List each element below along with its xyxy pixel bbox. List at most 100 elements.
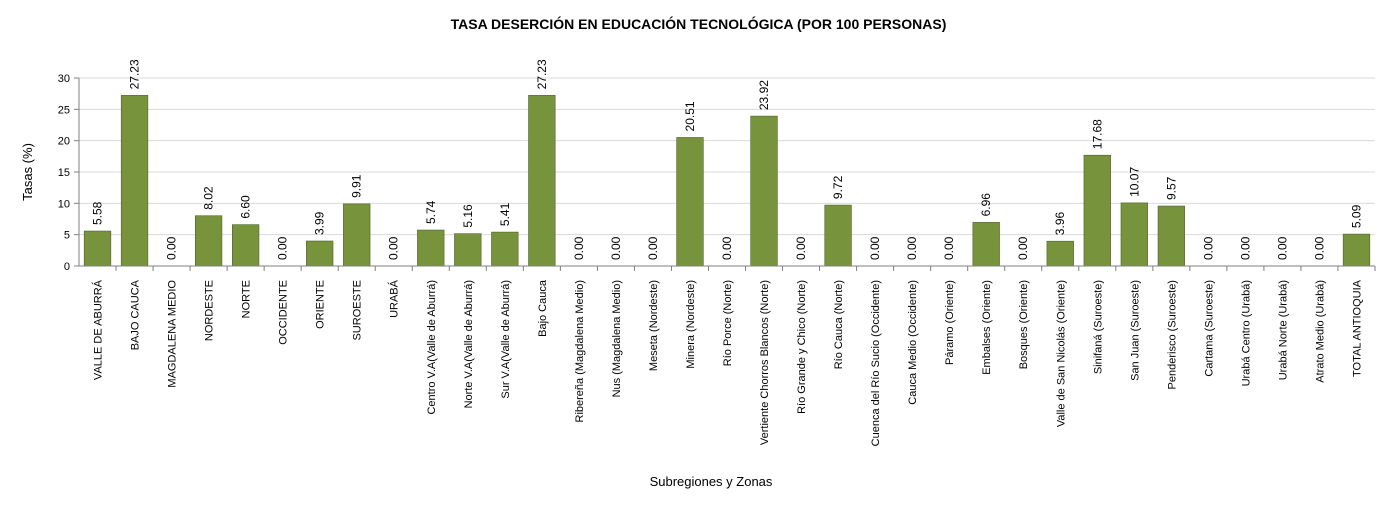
x-tick-label: Río Porce (Norte) bbox=[722, 280, 734, 366]
y-axis-title: Tasas (%) bbox=[20, 143, 35, 201]
bars bbox=[83, 95, 1371, 267]
x-tick-label: Minera (Nordeste) bbox=[685, 280, 697, 369]
bar bbox=[454, 233, 482, 267]
data-label: 0.00 bbox=[1016, 236, 1030, 260]
data-label: 0.00 bbox=[905, 236, 919, 260]
x-tick-label: Ribereña (Magdalena Medio) bbox=[574, 280, 586, 422]
bar bbox=[194, 215, 223, 267]
data-label: 5.41 bbox=[498, 202, 512, 226]
data-label: 6.96 bbox=[979, 193, 993, 217]
data-label: 27.23 bbox=[128, 59, 142, 89]
y-tick-label: 25 bbox=[58, 104, 70, 116]
bar bbox=[972, 222, 1000, 267]
x-tick-label: Urabá Centro (Urabá) bbox=[1240, 280, 1252, 386]
bar bbox=[120, 95, 149, 267]
bar bbox=[824, 204, 852, 267]
x-tick-label: Sur V.A(Valle de Aburrá) bbox=[500, 280, 512, 399]
data-label: 0.00 bbox=[646, 236, 660, 260]
data-label: 9.91 bbox=[350, 174, 364, 198]
data-label: 0.00 bbox=[1238, 236, 1252, 260]
bar bbox=[1046, 240, 1074, 267]
bar bbox=[750, 115, 778, 267]
bar bbox=[1157, 205, 1185, 267]
bar bbox=[1120, 202, 1148, 267]
y-tick-label: 5 bbox=[64, 230, 70, 242]
x-tick-label: Cuenca del Río Sucio (Occidente) bbox=[870, 280, 882, 446]
data-label: 27.23 bbox=[535, 59, 549, 89]
y-tick-label: 20 bbox=[58, 136, 70, 148]
x-tick-label: Embalses (Oriente) bbox=[981, 280, 993, 375]
x-tick-label: TOTAL ANTIOQUIA bbox=[1351, 279, 1363, 377]
x-tick-label: Urabá Norte (Urabá) bbox=[1277, 280, 1289, 380]
x-tick-label: Centro V.A(Valle de Aburrá) bbox=[426, 280, 438, 415]
data-label: 0.00 bbox=[794, 236, 808, 260]
y-tick-label: 15 bbox=[58, 167, 70, 179]
y-tick-label: 10 bbox=[58, 198, 70, 210]
x-tick-label: Norte V.A(Valle de Aburrá) bbox=[463, 280, 475, 408]
x-tick-label: Cartama (Suroeste) bbox=[1203, 280, 1215, 377]
chart-title: TASA DESERCIÓN EN EDUCACIÓN TECNOLÓGICA … bbox=[450, 16, 947, 32]
data-label: 17.68 bbox=[1090, 119, 1104, 149]
data-label: 5.16 bbox=[461, 204, 475, 228]
bar bbox=[1342, 233, 1371, 267]
x-tick-label: SUROESTE bbox=[352, 280, 364, 341]
bar bbox=[83, 230, 112, 267]
data-label: 0.00 bbox=[572, 236, 586, 260]
x-axis-title: Subregiones y Zonas bbox=[650, 474, 773, 489]
x-tick-label: OCCIDENTE bbox=[278, 280, 290, 345]
x-tick-label: ORIENTE bbox=[315, 280, 327, 329]
x-tick-label: Cauca Medio (Occidente) bbox=[907, 280, 919, 405]
data-label: 0.00 bbox=[942, 236, 956, 260]
x-tick-label: Páramo (Oriente) bbox=[944, 280, 956, 365]
data-label: 0.00 bbox=[1312, 236, 1326, 260]
bar bbox=[417, 229, 445, 267]
x-tick-label: Nus (Magdalena Medio) bbox=[611, 280, 623, 397]
data-label: 0.00 bbox=[720, 236, 734, 260]
data-label: 3.96 bbox=[1053, 212, 1067, 236]
data-label: 3.99 bbox=[313, 211, 327, 235]
x-tick-label: NORDESTE bbox=[204, 280, 216, 341]
x-tick-label: Vertiente Chorros Blancos (Norte) bbox=[759, 280, 771, 445]
x-tick-label: Sinifaná (Suroeste) bbox=[1092, 280, 1104, 374]
bar bbox=[306, 240, 334, 267]
x-tick-label: BAJO CAUCA bbox=[130, 279, 142, 350]
x-tick-label: Bajo Cauca bbox=[537, 279, 549, 337]
bar bbox=[676, 137, 704, 267]
x-tick-label: Río Grande y Chico (Norte) bbox=[796, 280, 808, 414]
data-label: 0.00 bbox=[868, 236, 882, 260]
y-tick-label: 30 bbox=[58, 73, 70, 85]
data-label: 0.00 bbox=[1201, 236, 1215, 260]
data-label: 6.60 bbox=[239, 195, 253, 219]
data-label: 5.09 bbox=[1349, 204, 1363, 228]
data-label: 0.00 bbox=[276, 236, 290, 260]
data-label: 0.00 bbox=[165, 236, 179, 260]
x-tick-label: Valle de San Nicolás (Oriente) bbox=[1055, 280, 1067, 427]
data-label: 9.57 bbox=[1164, 176, 1178, 200]
bar bbox=[1083, 154, 1111, 267]
bar bbox=[528, 95, 556, 267]
data-label: 20.51 bbox=[683, 101, 697, 131]
x-tick-label: Penderisco (Suroeste) bbox=[1166, 280, 1178, 389]
data-label: 23.92 bbox=[757, 80, 771, 110]
x-tick-label: MAGDALENA MEDIO bbox=[167, 280, 179, 388]
x-tick-label: Río Cauca (Norte) bbox=[833, 280, 845, 369]
data-label: 8.02 bbox=[202, 186, 216, 210]
data-label: 5.74 bbox=[424, 200, 438, 224]
data-label: 0.00 bbox=[609, 236, 623, 260]
x-tick-label: VALLE DE ABURRÁ bbox=[92, 279, 105, 380]
data-label: 0.00 bbox=[387, 236, 401, 260]
x-tick-label: NORTE bbox=[241, 280, 253, 318]
bar bbox=[491, 231, 519, 267]
x-tick-label: Atrato Medio (Urabá) bbox=[1314, 280, 1326, 383]
data-label: 0.00 bbox=[1275, 236, 1289, 260]
data-label: 10.07 bbox=[1127, 167, 1141, 197]
data-label: 9.72 bbox=[831, 175, 845, 199]
bar bbox=[343, 203, 371, 267]
data-label: 5.58 bbox=[91, 201, 105, 225]
x-tick-label: Meseta (Nordeste) bbox=[648, 280, 660, 371]
axes: 0 5 10 15 20 25 30 bbox=[58, 73, 1376, 273]
labels: 5.58 VALLE DE ABURRÁ 27.23 BAJO CAUCA 0.00 MA… bbox=[91, 59, 1364, 446]
bar bbox=[231, 224, 260, 267]
x-tick-label: Bosques (Oriente) bbox=[1018, 280, 1030, 369]
